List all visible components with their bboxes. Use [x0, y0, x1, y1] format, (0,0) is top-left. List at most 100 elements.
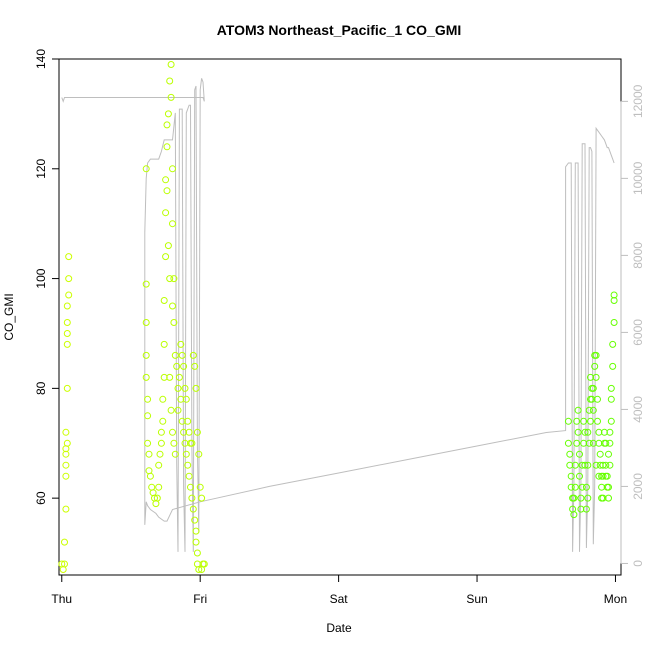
data-point	[606, 439, 614, 447]
data-point	[144, 412, 152, 420]
data-point	[567, 483, 575, 491]
data-point	[589, 384, 597, 392]
data-point	[144, 395, 152, 403]
data-point	[584, 494, 592, 502]
y-axis-label: CO_GMI	[2, 293, 16, 340]
data-point	[574, 406, 582, 414]
data-point	[594, 395, 601, 403]
data-point	[602, 439, 610, 447]
x-tick-label: Thu	[51, 592, 72, 606]
data-point	[153, 494, 161, 502]
data-point	[589, 439, 597, 447]
data-point	[599, 461, 607, 469]
data-point	[61, 538, 68, 546]
data-point	[610, 319, 618, 326]
data-point	[578, 483, 586, 491]
data-point	[171, 450, 179, 458]
data-point	[195, 450, 203, 458]
data-point	[185, 428, 193, 436]
data-point	[189, 505, 197, 513]
data-point	[62, 472, 70, 480]
data-point	[184, 461, 192, 469]
data-point	[610, 291, 618, 299]
data-point	[564, 417, 572, 425]
data-point	[162, 176, 170, 184]
data-point	[591, 362, 599, 370]
data-point	[605, 450, 612, 458]
data-point	[142, 373, 150, 381]
x-axis: Thu Fri Sat Sun Mon	[51, 574, 627, 606]
data-point	[192, 538, 200, 546]
secondary-y-tick-label: 8000	[631, 242, 645, 269]
data-point	[198, 566, 206, 573]
data-point	[174, 406, 182, 414]
data-point	[63, 319, 71, 326]
y-tick-label: 80	[34, 381, 48, 395]
data-point	[577, 494, 585, 502]
data-point	[160, 297, 168, 304]
data-point	[146, 472, 154, 480]
data-point	[192, 527, 200, 535]
data-point	[599, 472, 607, 480]
data-point	[144, 439, 152, 447]
data-point	[581, 461, 589, 469]
data-point	[170, 275, 178, 283]
data-point	[164, 110, 172, 118]
data-point	[607, 395, 615, 403]
data-point	[587, 417, 594, 425]
data-point	[606, 461, 614, 469]
data-point	[564, 439, 572, 447]
data-point	[595, 472, 603, 480]
data-point	[189, 351, 197, 359]
secondary-y-axis: 0 2000 4000 6000 8000 10000 12000	[620, 84, 645, 567]
y-tick-label: 120	[34, 158, 48, 178]
data-point	[142, 319, 150, 326]
data-point	[155, 461, 163, 469]
data-point	[582, 505, 590, 513]
data-point	[576, 472, 583, 480]
data-point	[181, 384, 189, 392]
data-point	[585, 439, 593, 447]
data-point	[62, 505, 70, 513]
secondary-y-tick-label: 10000	[631, 161, 645, 195]
data-point	[62, 461, 70, 469]
data-point	[63, 340, 71, 348]
data-point	[609, 340, 617, 348]
data-point	[195, 566, 203, 573]
data-point	[602, 461, 610, 469]
data-point	[607, 417, 615, 425]
data-point	[177, 340, 185, 348]
data-point	[574, 428, 582, 436]
data-point	[162, 209, 170, 217]
altitude-line-layer	[61, 78, 615, 552]
data-point	[182, 395, 190, 403]
data-point	[167, 406, 175, 414]
data-point	[156, 450, 164, 458]
data-points-layer	[58, 61, 618, 573]
data-point	[573, 439, 581, 447]
data-point	[62, 445, 70, 453]
data-point	[198, 494, 206, 502]
data-point	[164, 242, 172, 250]
data-point	[566, 450, 574, 458]
data-point	[570, 511, 578, 519]
data-point	[142, 165, 150, 173]
data-point	[167, 61, 175, 68]
data-point	[605, 483, 612, 491]
data-point	[598, 483, 606, 491]
secondary-y-tick-label: 12000	[631, 84, 645, 118]
data-point	[582, 483, 590, 491]
data-point	[596, 450, 604, 458]
data-point	[159, 417, 167, 425]
data-point	[65, 291, 73, 299]
data-point	[167, 93, 175, 101]
data-point	[193, 549, 201, 557]
data-point	[567, 472, 575, 480]
data-point	[173, 362, 181, 370]
data-point	[169, 302, 176, 310]
data-point	[584, 461, 592, 469]
data-point	[570, 494, 578, 502]
plot-frame	[58, 58, 622, 576]
secondary-y-tick-label: 4000	[631, 396, 645, 423]
